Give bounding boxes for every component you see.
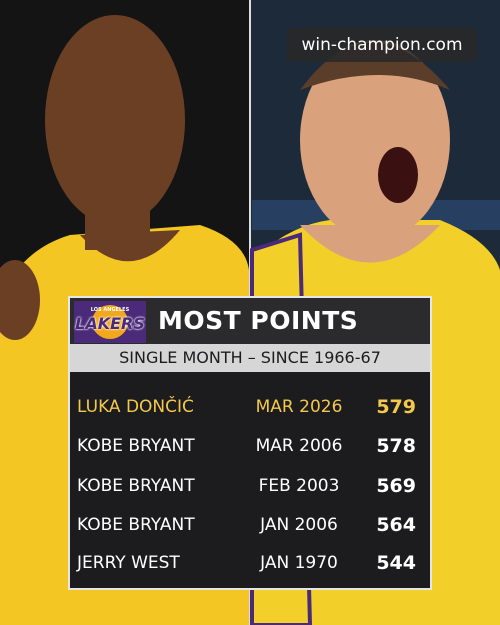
player-name: KOBE BRYANT: [77, 476, 195, 496]
points: 569: [376, 475, 416, 497]
logo-text: LAKERS: [75, 314, 145, 333]
table-row: JERRY WEST JAN 1970 544: [70, 544, 430, 582]
logo-city: LOS ANGELES: [90, 307, 130, 313]
table-row: KOBE BRYANT FEB 2003 569: [70, 467, 430, 505]
stats-board: LOS ANGELES LAKERS MOST POINTS SINGLE MO…: [68, 296, 432, 590]
table-row: LUKA DONČIĆ MAR 2026 579: [70, 388, 430, 426]
player-name: JERRY WEST: [77, 553, 180, 573]
month: FEB 2003: [258, 476, 340, 496]
points: 564: [376, 514, 416, 536]
points: 544: [376, 552, 416, 574]
board-subtitle: SINGLE MONTH – SINCE 1966-67: [70, 344, 430, 372]
month: MAR 2026: [255, 397, 343, 417]
table-row: KOBE BRYANT MAR 2006 578: [70, 427, 430, 465]
watermark: win-champion.com: [287, 28, 477, 62]
board-header: LOS ANGELES LAKERS MOST POINTS: [70, 298, 430, 344]
team-logo: LOS ANGELES LAKERS: [74, 301, 146, 343]
player-name: LUKA DONČIĆ: [77, 397, 194, 417]
player-name: KOBE BRYANT: [77, 515, 195, 535]
table-row: KOBE BRYANT JAN 2006 564: [70, 506, 430, 544]
month: JAN 2006: [260, 515, 338, 535]
month: MAR 2006: [255, 436, 343, 456]
points: 578: [376, 435, 416, 457]
logo-ball: [92, 305, 128, 339]
player-name: KOBE BRYANT: [77, 436, 195, 456]
board-title: MOST POINTS: [158, 306, 359, 335]
points: 579: [376, 396, 416, 418]
month: JAN 1970: [260, 553, 338, 573]
